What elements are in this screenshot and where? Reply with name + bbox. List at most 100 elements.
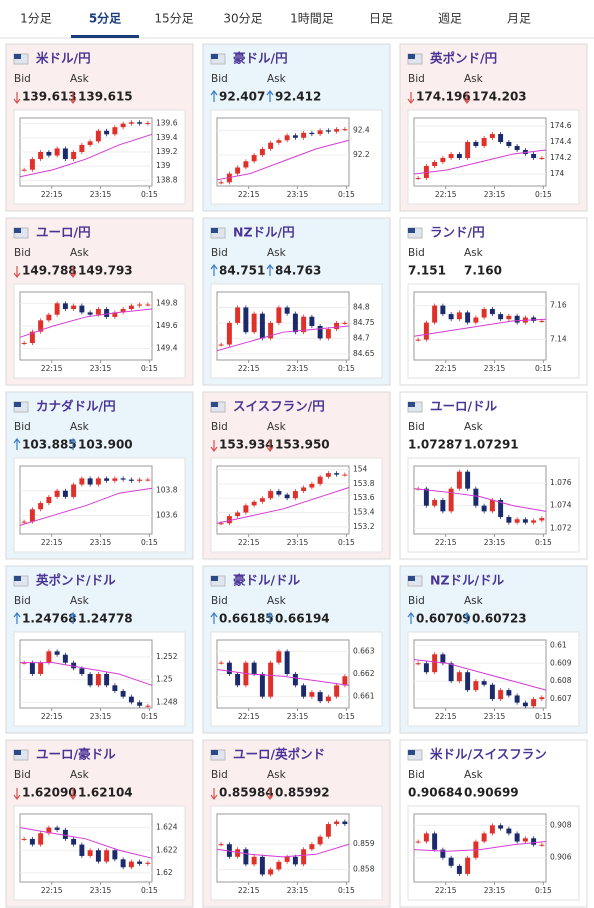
candle: [342, 474, 348, 476]
candle: [235, 849, 241, 857]
candle: [301, 849, 307, 865]
ask-value: 0.90699: [464, 786, 519, 800]
moving-average: [19, 827, 153, 859]
y-tick-label: 0.859: [353, 839, 375, 848]
pair-name[interactable]: NZドル/ドル: [430, 573, 505, 588]
ask-value: 174.203: [472, 90, 527, 104]
moving-average: [216, 325, 350, 352]
tab[interactable]: 1時間足: [290, 12, 334, 26]
pair-name[interactable]: ユーロ/ドル: [430, 399, 498, 414]
flag-icon-part: [14, 576, 21, 581]
x-tick-label: 0:15: [535, 712, 552, 721]
y-tick-label: 103.8: [156, 486, 178, 495]
candle: [334, 322, 340, 330]
pair-name[interactable]: カナダドル/円: [36, 399, 116, 414]
candle: [38, 833, 44, 845]
bid-label: Bid: [408, 421, 425, 433]
y-tick-label: 139.2: [156, 147, 178, 156]
bid-label: Bid: [408, 769, 425, 781]
tab[interactable]: 15分足: [154, 12, 193, 26]
candle: [415, 663, 421, 665]
y-tick-label: 7.16: [550, 301, 567, 310]
candle: [539, 697, 545, 700]
candle: [325, 696, 331, 702]
candle: [342, 322, 348, 324]
candle: [21, 169, 27, 171]
candle: [531, 838, 537, 845]
tab[interactable]: 月足: [507, 12, 531, 26]
trend-arrow-head: [69, 438, 77, 444]
bid-label: Bid: [14, 247, 31, 259]
x-tick-label: 0:15: [338, 538, 355, 547]
candle: [531, 154, 537, 158]
pair-name[interactable]: ユーロ/英ポンド: [233, 747, 325, 762]
candle: [440, 500, 446, 512]
candle: [284, 494, 290, 499]
trend-arrow-head: [69, 98, 77, 104]
bid-label: Bid: [408, 595, 425, 607]
moving-average: [216, 668, 350, 686]
x-tick-label: 22:15: [435, 364, 457, 373]
tab[interactable]: 日足: [369, 12, 393, 26]
candle: [432, 654, 438, 673]
x-tick-label: 22:15: [41, 538, 63, 547]
moving-average: [216, 139, 350, 181]
y-tick-label: 0.908: [550, 820, 572, 829]
bid-label: Bid: [408, 73, 425, 85]
candle: [317, 836, 323, 845]
pair-name[interactable]: 豪ドル/ドル: [233, 573, 301, 588]
candle: [87, 312, 93, 315]
candle: [128, 122, 134, 124]
candle: [465, 672, 471, 691]
pair-name[interactable]: 英ポンド/ドル: [36, 573, 116, 588]
candle: [506, 142, 512, 146]
chart-panel: [407, 283, 580, 379]
ask-value: 153.950: [275, 438, 330, 452]
candle: [432, 162, 438, 166]
y-tick-label: 174.4: [550, 137, 572, 146]
candle: [539, 158, 545, 159]
candle: [128, 696, 134, 703]
x-tick-label: 23:15: [90, 190, 112, 199]
pair-name[interactable]: NZドル/円: [233, 225, 295, 240]
candle: [456, 312, 462, 320]
candle: [95, 130, 101, 142]
candle: [218, 182, 224, 184]
pair-name[interactable]: スイスフラン/円: [233, 399, 325, 414]
y-tick-label: 1.248: [156, 697, 178, 706]
candle: [268, 491, 274, 499]
candle: [243, 505, 249, 513]
flag-icon-part: [211, 750, 218, 755]
x-tick-label: 22:15: [41, 364, 63, 373]
tab[interactable]: 週足: [438, 12, 462, 26]
tab[interactable]: 30分足: [223, 12, 262, 26]
candle: [309, 132, 315, 135]
y-tick-label: 0.608: [550, 676, 572, 685]
plot-area: [216, 465, 350, 535]
pair-name[interactable]: ユーロ/豪ドル: [36, 747, 116, 762]
candle: [423, 322, 429, 340]
tab[interactable]: 5分足: [89, 11, 121, 26]
candle: [62, 654, 68, 663]
candle: [95, 478, 101, 485]
flag-icon-part: [14, 402, 21, 407]
plot-area: [413, 465, 547, 535]
moving-average: [216, 843, 350, 858]
pair-name[interactable]: 米ドル/スイスフラン: [429, 747, 547, 762]
candle: [112, 850, 118, 860]
y-tick-label: 153.8: [353, 479, 375, 488]
pair-name[interactable]: 英ポンド/円: [430, 51, 497, 66]
x-tick-label: 0:15: [535, 190, 552, 199]
pair-name[interactable]: 豪ドル/円: [233, 51, 288, 66]
tab[interactable]: 1分足: [20, 12, 52, 26]
y-tick-label: 84.8: [353, 302, 370, 311]
pair-name[interactable]: ランド/円: [430, 225, 485, 240]
flag-icon-part: [408, 54, 415, 59]
pair-name[interactable]: ユーロ/円: [36, 225, 91, 240]
trend-arrow-head: [266, 90, 274, 96]
pair-name[interactable]: 米ドル/円: [35, 51, 91, 66]
x-tick-label: 22:15: [238, 364, 260, 373]
x-tick-label: 22:15: [238, 886, 260, 895]
ask-value: 0.85992: [275, 786, 330, 800]
candle: [87, 850, 93, 856]
